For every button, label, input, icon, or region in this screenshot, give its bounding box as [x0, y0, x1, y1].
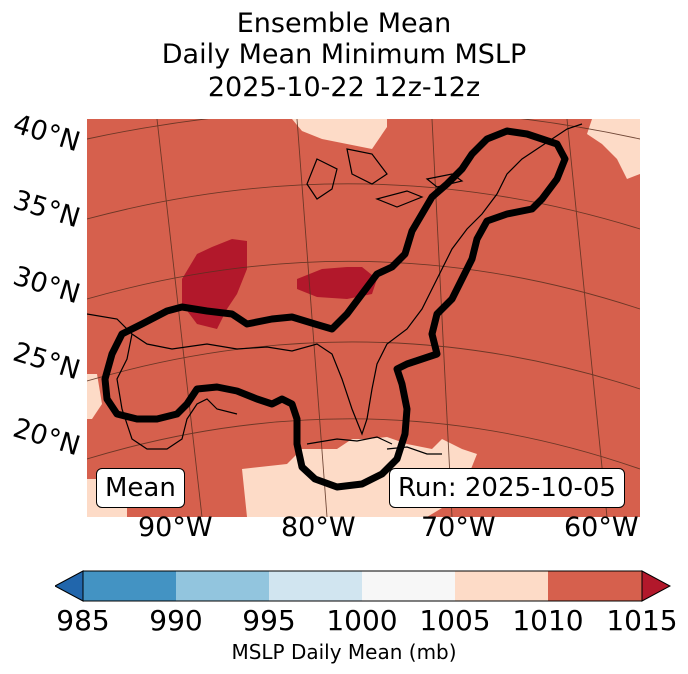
lon-label-90w: 90°W — [138, 512, 213, 543]
run-date-box: Run: 2025-10-05 — [389, 468, 625, 508]
lon-label-70w: 70°W — [421, 512, 496, 543]
lat-line-20 — [87, 418, 640, 470]
probability-contour — [101, 127, 569, 491]
lat-line-35 — [87, 183, 640, 230]
lat-label-40: 40°N — [9, 108, 84, 159]
colorbar-bin-995-1000 — [269, 571, 362, 601]
lat-label-35: 35°N — [9, 184, 84, 235]
lon-line-90 — [156, 119, 203, 517]
colorbar-extend-low — [55, 570, 84, 602]
colorbar-tick-1000: 1000 — [326, 604, 398, 637]
coastlines — [87, 123, 583, 455]
lon-label-80w: 80°W — [281, 512, 356, 543]
colorbar-bin-990-995 — [176, 571, 269, 601]
colorbar-tick-1015: 1015 — [606, 604, 678, 637]
cuba-coast — [306, 436, 393, 445]
colorbar — [55, 570, 671, 602]
colorbar-bin-1005-1010 — [455, 571, 548, 601]
colorbar-tick-1005: 1005 — [419, 604, 491, 637]
lake-erie — [375, 190, 424, 208]
colorbar-bin-1000-1005 — [362, 571, 455, 601]
lat-label-25: 25°N — [9, 336, 84, 387]
colorbar-tick-1010: 1010 — [512, 604, 584, 637]
title-line-2: Daily Mean Minimum MSLP — [161, 39, 527, 70]
colorbar-outline — [82, 570, 643, 602]
title-line-1: Ensemble Mean — [236, 8, 452, 39]
lon-label-60w: 60°W — [564, 512, 639, 543]
high-pressure-patch-west — [87, 374, 102, 419]
colorbar-tick-985: 985 — [56, 604, 110, 637]
high-pressure-patch-north — [292, 119, 387, 149]
colorbar-extend-high — [641, 570, 671, 602]
colorbar-label: MSLP Daily Mean (mb) — [231, 640, 457, 664]
lon-line-80 — [296, 119, 328, 517]
colorbar-bin-1010-1015 — [548, 571, 642, 601]
lake-ontario — [425, 173, 464, 188]
lat-label-30: 30°N — [9, 260, 84, 311]
lon-line-60 — [566, 119, 608, 517]
mean-label-box: Mean — [96, 468, 185, 508]
lat-label-20: 20°N — [9, 412, 84, 463]
lake-huron — [346, 148, 388, 185]
graticule — [87, 119, 640, 517]
lat-line-25 — [87, 341, 640, 390]
title-line-3: 2025-10-22 12z-12z — [207, 72, 481, 103]
mexico-coast — [116, 333, 238, 450]
lat-line-40 — [87, 119, 640, 140]
us-east-coast — [87, 123, 583, 436]
lake-michigan — [306, 158, 338, 200]
high-pressure-patch-northeast — [587, 119, 640, 179]
colorbar-tick-995: 995 — [242, 604, 296, 637]
low-pressure-patch-east — [297, 267, 377, 299]
map-panel — [87, 119, 640, 517]
colorbar-bin-985-990 — [83, 571, 176, 601]
lat-line-30 — [87, 260, 640, 310]
map-svg — [87, 119, 640, 517]
colorbar-tick-990: 990 — [149, 604, 203, 637]
